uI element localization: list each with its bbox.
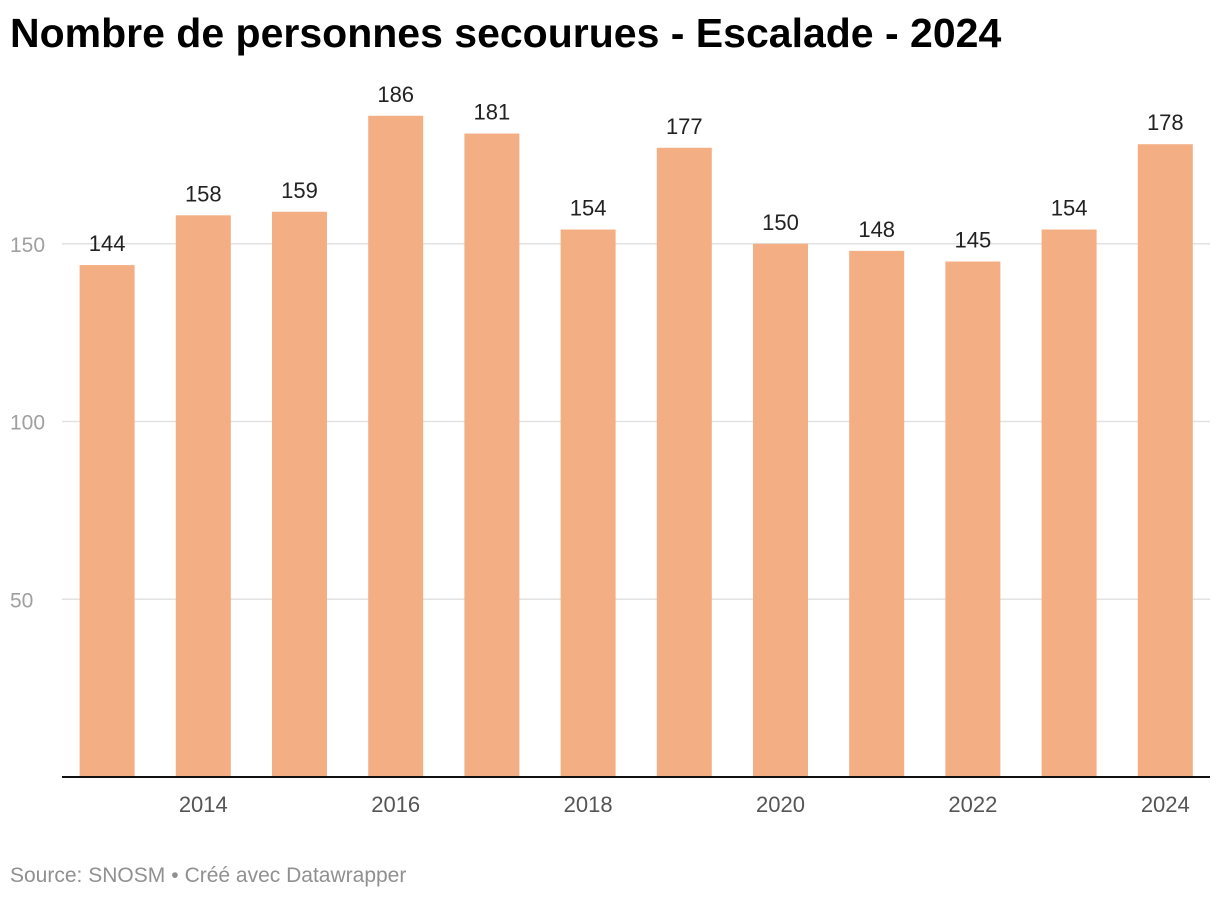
x-axis-ticks: 2014 2016 2018 2020 2022 2024 — [179, 792, 1190, 817]
data-label: 178 — [1147, 110, 1184, 135]
data-label: 186 — [377, 82, 414, 107]
chart-footer: Source: SNOSM • Créé avec Datawrapper — [10, 864, 406, 888]
bar — [272, 211, 327, 777]
x-tick-label: 2016 — [371, 792, 420, 817]
y-tick-label: 150 — [10, 234, 45, 257]
data-label: 159 — [281, 178, 318, 203]
data-labels: 144 158 159 186 181 154 177 150 148 145 154 178 — [89, 82, 1184, 256]
data-label: 144 — [89, 231, 126, 256]
x-tick-label: 2014 — [179, 792, 228, 817]
x-tick-label: 2020 — [756, 792, 805, 817]
data-label: 154 — [570, 196, 607, 221]
bar — [945, 261, 1001, 777]
bar — [79, 265, 135, 777]
gridlines: 50 100 150 — [10, 234, 1210, 612]
y-tick-label: 50 — [10, 589, 33, 612]
data-label: 181 — [474, 100, 511, 125]
y-tick-label: 100 — [10, 412, 45, 435]
data-label: 150 — [762, 210, 799, 235]
bar — [175, 215, 231, 777]
data-label: 177 — [666, 114, 703, 139]
x-tick-label: 2024 — [1141, 792, 1190, 817]
bar — [753, 243, 808, 777]
bar — [368, 115, 424, 777]
bar — [464, 133, 520, 778]
x-tick-label: 2022 — [948, 792, 997, 817]
bar — [560, 229, 616, 777]
data-label: 158 — [185, 181, 222, 206]
chart-title: Nombre de personnes secourues - Escalade… — [10, 10, 1002, 56]
footer-separator: • — [171, 864, 179, 887]
data-label: 148 — [858, 217, 895, 242]
source-text: Source: SNOSM — [10, 864, 166, 887]
data-label: 154 — [1051, 196, 1088, 221]
data-label: 145 — [955, 228, 992, 253]
credit-text: Créé avec Datawrapper — [184, 864, 407, 887]
bar — [1041, 229, 1097, 777]
bar — [656, 147, 712, 777]
bars — [79, 115, 1193, 778]
x-tick-label: 2018 — [564, 792, 613, 817]
bar — [849, 250, 905, 778]
bar — [1137, 144, 1193, 777]
